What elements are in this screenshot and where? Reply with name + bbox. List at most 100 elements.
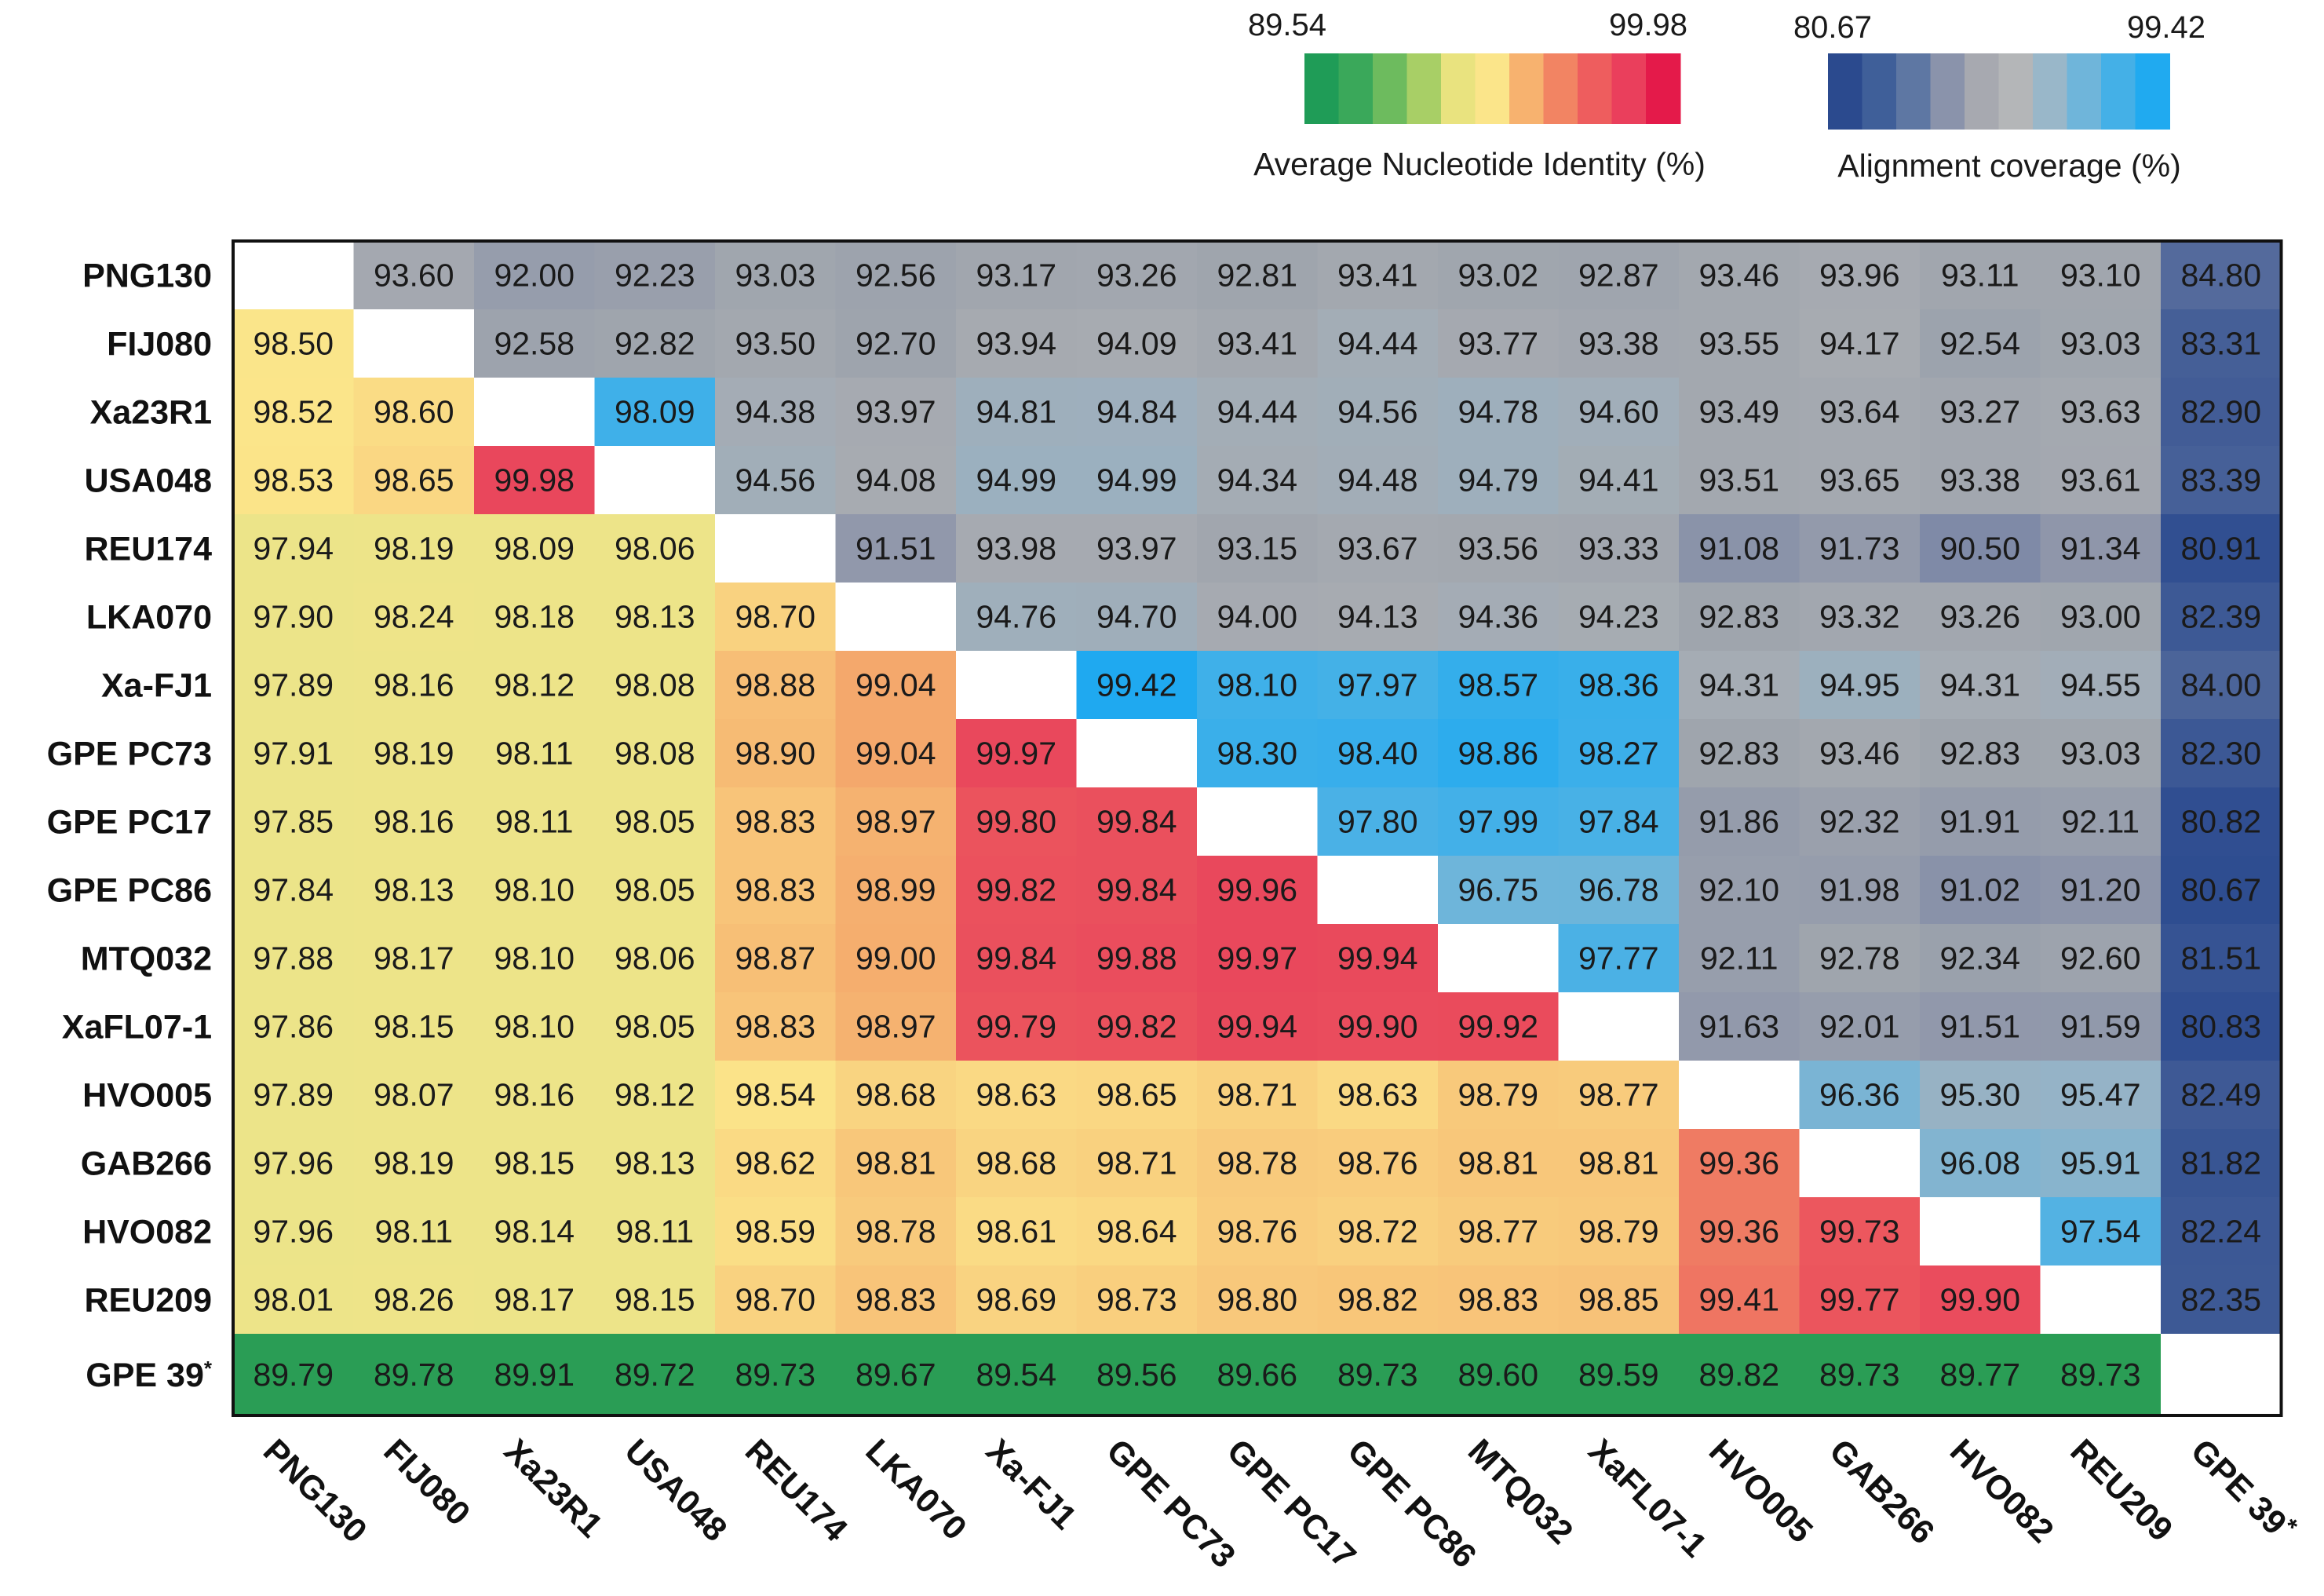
- cell-value: 81.82: [2180, 1145, 2261, 1181]
- row-label: GPE PC73: [47, 736, 212, 773]
- heatmap-cell: [1076, 787, 1198, 856]
- heatmap-cell: [594, 378, 716, 447]
- heatmap-cell: [1317, 583, 1439, 652]
- heatmap-cell: [353, 856, 475, 925]
- heatmap-cell: [2161, 309, 2282, 378]
- heatmap-cell: [474, 1265, 596, 1335]
- heatmap-cell: [353, 924, 475, 993]
- cell-value: 92.54: [1939, 326, 2020, 362]
- cell-value: 99.94: [1337, 940, 1418, 977]
- heatmap-cell: [835, 1265, 957, 1335]
- column-label: GPE PC73: [1099, 1432, 1242, 1576]
- cell-value: 97.89: [253, 1077, 334, 1113]
- cell-value: 97.99: [1458, 804, 1538, 840]
- heatmap-cell: [2161, 514, 2282, 583]
- cell-value: 91.91: [1939, 804, 2020, 840]
- cell-value: 92.87: [1578, 257, 1659, 294]
- heatmap-cell: [353, 1334, 475, 1416]
- heatmap-cell: [2161, 719, 2282, 788]
- heatmap-cell: [474, 924, 596, 993]
- cell-value: 97.54: [2060, 1214, 2141, 1250]
- cell-value: 94.08: [856, 462, 936, 499]
- cell-value: 91.86: [1698, 804, 1779, 840]
- cell-value: 99.41: [1698, 1282, 1779, 1318]
- heatmap-cell: [474, 1129, 596, 1198]
- column-label: GPE 39*: [2184, 1430, 2304, 1550]
- cell-value: 98.52: [253, 394, 334, 430]
- cell-value: 93.26: [1939, 599, 2020, 635]
- cell-value: 98.71: [1096, 1145, 1177, 1181]
- heatmap-cell: [1920, 446, 2041, 515]
- cell-value: 89.67: [856, 1357, 936, 1393]
- heatmap-cell: [2040, 1334, 2162, 1416]
- heatmap-cell: [835, 1061, 957, 1130]
- cell-value: 92.10: [1698, 872, 1779, 908]
- heatmap-cell: [1679, 1129, 1800, 1198]
- cell-value: 91.59: [2060, 1009, 2141, 1045]
- heatmap-cell: [353, 992, 475, 1061]
- heatmap-cell: [835, 1197, 957, 1266]
- heatmap-cell: [2161, 787, 2282, 856]
- heatmap-cell: [353, 1061, 475, 1130]
- heatmap-cell: [956, 446, 1078, 515]
- column-label: GPE PC17: [1220, 1432, 1363, 1576]
- heatmap-cell: [715, 1265, 837, 1335]
- heatmap-cell: [835, 924, 957, 993]
- cell-value: 92.70: [856, 326, 936, 362]
- cell-value: 89.79: [253, 1357, 334, 1393]
- heatmap-cell: [1317, 719, 1439, 788]
- heatmap-cell: [233, 924, 355, 993]
- heatmap-cell: [1920, 583, 2041, 652]
- cell-value: 82.24: [2180, 1214, 2261, 1250]
- heatmap-cell: [1197, 651, 1319, 720]
- heatmap-cell: [594, 719, 716, 788]
- coverage-legend: 80.67 99.42 Alignment coverage (%): [1793, 10, 2205, 184]
- heatmap-cell: [2040, 514, 2162, 583]
- cell-value: 97.97: [1337, 667, 1418, 703]
- cell-value: 97.77: [1578, 940, 1659, 977]
- cell-value: 98.30: [1217, 736, 1297, 772]
- cell-value: 89.78: [374, 1357, 454, 1393]
- heatmap-cell: [2161, 1129, 2282, 1198]
- coverage-scale-swatch: [1998, 53, 2034, 130]
- cell-value: 93.56: [1458, 531, 1538, 567]
- heatmap-cell: [1799, 583, 1921, 652]
- column-label: Xa23R1: [497, 1432, 610, 1545]
- cell-value: 93.61: [2060, 462, 2141, 499]
- cell-value: 97.90: [253, 599, 334, 635]
- heatmap-cell: [594, 241, 716, 310]
- heatmap-cell: [1438, 651, 1560, 720]
- column-label: LKA070: [858, 1432, 973, 1547]
- heatmap-cell: [353, 1129, 475, 1198]
- heatmap-cell: [1920, 924, 2041, 993]
- cell-value: 97.84: [253, 872, 334, 908]
- ani-scale-swatch: [1441, 53, 1476, 124]
- heatmap-cell: [2161, 241, 2282, 310]
- heatmap-cell: [1920, 1197, 2041, 1266]
- cell-value: 94.76: [976, 599, 1056, 635]
- heatmap-cell: [474, 992, 596, 1061]
- column-label: REU209: [2063, 1432, 2180, 1549]
- cell-value: 98.06: [615, 940, 695, 977]
- ani-legend: 89.54 99.98 Average Nucleotide Identity …: [1248, 8, 1706, 182]
- cell-value: 92.11: [1700, 940, 1779, 977]
- cell-value: 94.36: [1458, 599, 1538, 635]
- cell-value: 96.75: [1458, 872, 1538, 908]
- cell-value: 98.05: [615, 1009, 695, 1045]
- heatmap-cell: [594, 651, 716, 720]
- heatmap-cell: [835, 514, 957, 583]
- heatmap-cell: [1076, 856, 1198, 925]
- heatmap-cell: [1558, 378, 1680, 447]
- row-label: Xa23R1: [90, 394, 212, 432]
- heatmap-cell: [2040, 1265, 2162, 1335]
- cell-value: 91.08: [1698, 531, 1779, 567]
- heatmap-cell: [956, 1334, 1078, 1416]
- row-label: REU209: [84, 1282, 212, 1320]
- cell-value: 94.99: [976, 462, 1056, 499]
- heatmap-cell: [1076, 992, 1198, 1061]
- cell-value: 93.63: [2060, 394, 2141, 430]
- heatmap-cell: [1679, 583, 1800, 652]
- heatmap-cell: [594, 514, 716, 583]
- heatmap-cell: [1679, 1061, 1800, 1130]
- cell-value: 98.87: [735, 940, 815, 977]
